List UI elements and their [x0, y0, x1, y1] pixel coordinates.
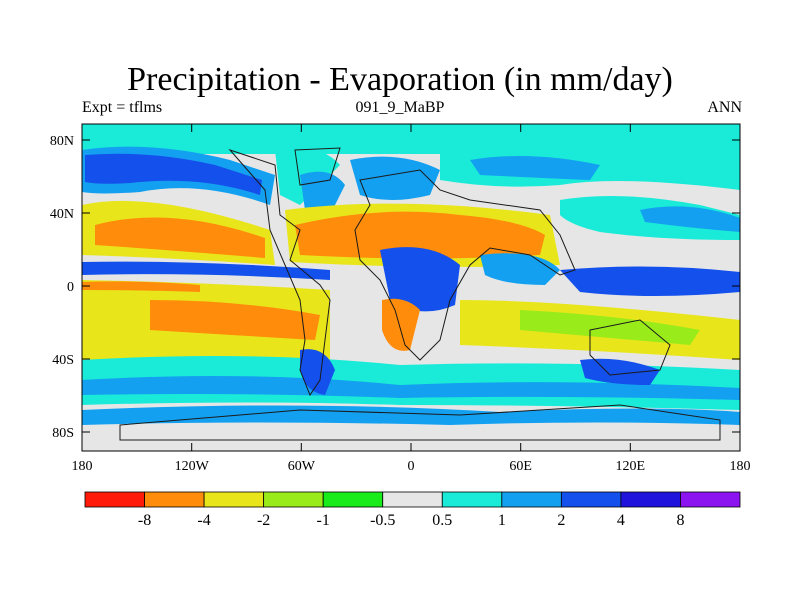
- colorbar-box: [501, 491, 562, 508]
- lat-tick-label: 0: [67, 280, 74, 295]
- colorbar-label: -4: [197, 512, 210, 529]
- experiment-label: Expt = tflms: [82, 99, 163, 116]
- colorbar-box: [84, 491, 145, 508]
- eurasia-africa-outline: [354, 169, 576, 361]
- colorbar-label: 4: [617, 512, 625, 529]
- colorbar-label: 0.5: [432, 512, 452, 529]
- colorbar-box: [263, 491, 324, 508]
- colorbar-label: -8: [138, 512, 151, 529]
- southern-africa-dry: [382, 298, 420, 351]
- north-pacific-core: [85, 153, 262, 195]
- colorbar-box: [560, 491, 622, 508]
- lat-tick-label: 80N: [50, 134, 74, 149]
- australia-outline: [589, 319, 671, 376]
- southern-ocean-track: [82, 376, 740, 400]
- lon-tick-label: 60W: [288, 459, 316, 474]
- colorbar-box: [322, 491, 384, 508]
- colorbar-label: -1: [317, 512, 330, 529]
- south-pacific-dry-core: [150, 300, 320, 340]
- north-pacific-dry-core: [95, 217, 265, 258]
- colorbar-label: -0.5: [370, 512, 395, 529]
- lon-tick-label: 0: [408, 459, 415, 474]
- south-indian-moist: [520, 310, 700, 345]
- colorbar-box: [144, 491, 205, 508]
- colorbar-labels: -8 -4 -2 -1 -0.5 0.5 1 2 4 8: [138, 512, 685, 529]
- season-label: ANN: [707, 99, 742, 116]
- africa-wet: [380, 247, 460, 312]
- antarctica-outline: [119, 404, 721, 441]
- colorbar-boxes: [84, 491, 741, 508]
- north-atlantic-track: [350, 156, 440, 200]
- longitude-axis: 180 120W 60W 0 60E 120E 180: [72, 124, 751, 474]
- colorbar-label: -2: [257, 512, 270, 529]
- lat-tick-label: 40N: [50, 207, 74, 222]
- colorbar-box: [382, 491, 443, 508]
- colorbar-label: 2: [557, 512, 565, 529]
- west-pacific-track: [640, 206, 740, 232]
- lon-tick-label: 60E: [509, 459, 532, 474]
- lat-tick-label: 80S: [52, 426, 74, 441]
- maritime-continent-wet: [560, 266, 740, 296]
- lon-tick-label: 180: [72, 459, 93, 474]
- lon-tick-label: 120E: [616, 459, 646, 474]
- continent-outlines: [119, 147, 721, 441]
- colorbar-box: [620, 491, 681, 508]
- north-america-east: [300, 171, 345, 215]
- equatorial-pacific-dry: [82, 281, 200, 292]
- colorbar-label: 1: [498, 512, 506, 529]
- americas-outline: [228, 148, 331, 397]
- lat-tick-label: 40S: [52, 353, 74, 368]
- latitude-axis: 80N 40N 0 40S 80S: [50, 134, 740, 441]
- period-label: 091_9_MaBP: [355, 99, 445, 116]
- south-america-south-wet: [300, 349, 335, 395]
- pacific-itcz: [82, 261, 330, 280]
- colorbar-box: [680, 491, 741, 508]
- colorbar-label: 8: [676, 512, 684, 529]
- eurasia-track: [470, 156, 600, 180]
- greenland-outline: [294, 147, 341, 186]
- colorbar-box: [203, 491, 265, 508]
- antarctic-coast-band: [82, 405, 740, 425]
- map-title: Precipitation - Evaporation (in mm/day): [127, 61, 673, 98]
- colorbar-box: [441, 491, 503, 508]
- lon-tick-label: 120W: [175, 459, 210, 474]
- lon-tick-label: 180: [730, 459, 751, 474]
